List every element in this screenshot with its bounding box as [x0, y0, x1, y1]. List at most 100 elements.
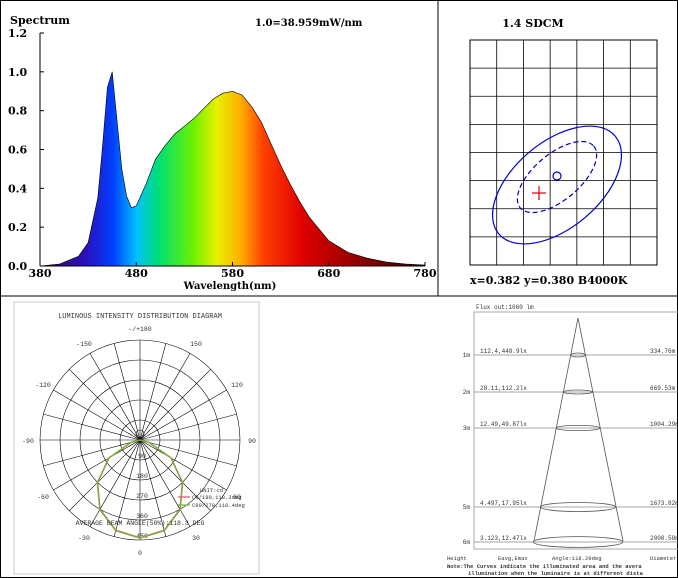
sdcm-title: 1.4 SDCM	[502, 17, 563, 30]
illum-col-diameter: Diameter	[650, 555, 676, 562]
illum-row-e: 28.11,112.2lx	[480, 385, 527, 392]
polar-spoke	[139, 439, 227, 491]
illum-row-e: 4.497,17.95lx	[480, 500, 527, 507]
spectrum-outline	[39, 71, 426, 267]
illum-note-line1: Note:The Curves indicate the illuminated…	[447, 563, 642, 570]
illum-row-diameter: 2008.58m	[650, 535, 678, 542]
illum-beam-ellipse	[562, 389, 594, 395]
legend-c0-label: C0/180,118.3deg	[192, 494, 242, 501]
polar-hub	[135, 429, 145, 439]
spectrum-x-label: Wavelength(nm)	[183, 281, 277, 292]
polar-spoke	[139, 439, 191, 527]
illum-beam-ellipse	[555, 424, 601, 432]
spectrum-y-tick-label: 0.4	[8, 182, 27, 195]
spectrum-x-tick-label: 780	[414, 267, 437, 280]
polar-radial-label: 90	[138, 453, 146, 460]
polar-angle-label: -120	[35, 382, 51, 389]
illum-row-height: 5m	[463, 504, 471, 511]
illum-beam-ellipse	[532, 536, 624, 548]
polar-spoke	[139, 389, 227, 441]
polar-angle-label: 30	[192, 535, 200, 542]
polar-spoke	[69, 369, 141, 441]
polar-angle-label: -150	[76, 341, 92, 348]
polar-spoke	[139, 413, 237, 441]
sdcm-inner-ellipse	[516, 140, 598, 214]
polar-radial-label: 270	[136, 493, 148, 500]
polar-beam-angle: AVERAGE BEAM ANGLE(50%):118.3 DEG	[76, 520, 205, 527]
polar-frame	[13, 301, 260, 575]
sdcm-panel: 1.4 SDCM x=0.382 y=0.380 B4000K	[469, 17, 658, 287]
polar-panel: LUMINOUS INTENSITY DISTRIBUTION DIAGRAM …	[13, 301, 260, 575]
spectrum-title: Spectrum	[10, 14, 70, 27]
spectrum-scale-note: 1.0=38.959mW/nm	[255, 18, 363, 29]
spectrum-y-tick-label: 0.6	[8, 144, 27, 157]
polar-angle-label: -30	[78, 535, 90, 542]
illum-col-e: Eavg,Emax	[498, 555, 528, 562]
polar-spoke	[139, 439, 211, 511]
illum-row-height: 3m	[463, 425, 471, 432]
spectrum-x-tick-label: 580	[221, 267, 244, 280]
spectrum-y-tick-label: 0.8	[8, 105, 27, 118]
polar-spoke	[139, 343, 167, 441]
illum-row-diameter: 669.53m	[650, 385, 676, 392]
illum-row-e: 112.4,448.9lx	[480, 348, 527, 355]
polar-spoke	[53, 439, 141, 491]
polar-angle-label: -90	[22, 438, 34, 445]
polar-angle-label: -/+180	[128, 326, 152, 333]
illuminance-panel: Flux out:1060 lm 1m 112.4,448.9lx 334.76m 2…	[447, 304, 678, 577]
polar-spoke	[113, 439, 141, 537]
polar-spoke	[139, 439, 237, 467]
sdcm-target-circle	[552, 171, 562, 181]
polar-angle-label: 0	[138, 550, 142, 557]
illum-cone-right	[577, 317, 624, 542]
spectrum-y-tick-label: 1.2	[8, 27, 27, 40]
illum-row-e: 12.49,49.87lx	[480, 421, 527, 428]
polar-spoke	[113, 343, 141, 441]
polar-radial-label: 360	[136, 513, 148, 520]
illum-row-height: 2m	[463, 389, 471, 396]
spectrum-panel: Spectrum 1.0=38.959mW/nm 0.0 0.2 0.4 0.6 0.8…	[8, 14, 437, 292]
illum-beam-ellipse	[570, 352, 586, 358]
polar-spoke	[139, 369, 211, 441]
illum-beam-ellipse	[539, 502, 617, 512]
polar-spoke	[139, 439, 167, 537]
polar-angle-label: 60	[233, 494, 241, 501]
polar-radial-label: 180	[136, 473, 148, 480]
illum-col-height: Height	[447, 555, 467, 562]
illum-row-height: 1m	[463, 352, 471, 359]
polar-spoke	[89, 353, 141, 441]
polar-angle-label: 120	[231, 382, 243, 389]
illum-row-diameter: 334.76m	[650, 348, 676, 355]
illum-flux: Flux out:1060 lm	[476, 304, 534, 311]
illum-frame	[473, 311, 678, 550]
polar-angle-label: 90	[248, 438, 256, 445]
illum-row-diameter: 1004.29m	[650, 421, 678, 428]
illum-row-height: 6m	[463, 539, 471, 546]
spectrum-area	[40, 71, 425, 266]
polar-c90-curve	[96, 439, 184, 539]
polar-title: LUMINOUS INTENSITY DISTRIBUTION DIAGRAM	[58, 313, 222, 321]
illum-row-diameter: 1673.82m	[650, 500, 678, 507]
illum-note-line2: illumination when the luminaire is at di…	[468, 570, 644, 577]
sdcm-measured-point	[532, 186, 546, 200]
polar-angle-label: -60	[37, 494, 49, 501]
spectrum-x-tick-label: 680	[317, 267, 340, 280]
illum-row-e: 3.123,12.47lx	[480, 535, 527, 542]
spectrum-x-tick-label: 380	[29, 267, 52, 280]
illum-col-angle: Angle:118.29deg	[552, 555, 602, 562]
spectrum-y-tick-label: 0.2	[8, 221, 27, 234]
spectrum-y-tick-label: 1.0	[8, 66, 27, 79]
polar-spoke	[53, 389, 141, 441]
polar-angle-label: 150	[190, 341, 202, 348]
polar-spoke	[139, 353, 191, 441]
legend-c90-label: C90/270,118.4deg	[192, 502, 245, 509]
polar-spoke	[69, 439, 141, 511]
polar-spoke	[43, 413, 141, 441]
sdcm-readout: x=0.382 y=0.380 B4000K	[470, 274, 628, 287]
spectrum-x-tick-label: 480	[125, 267, 148, 280]
polar-spoke	[43, 439, 141, 467]
sdcm-outer-ellipse	[491, 125, 623, 245]
spectrum-y-tick-label: 0.0	[8, 260, 27, 273]
